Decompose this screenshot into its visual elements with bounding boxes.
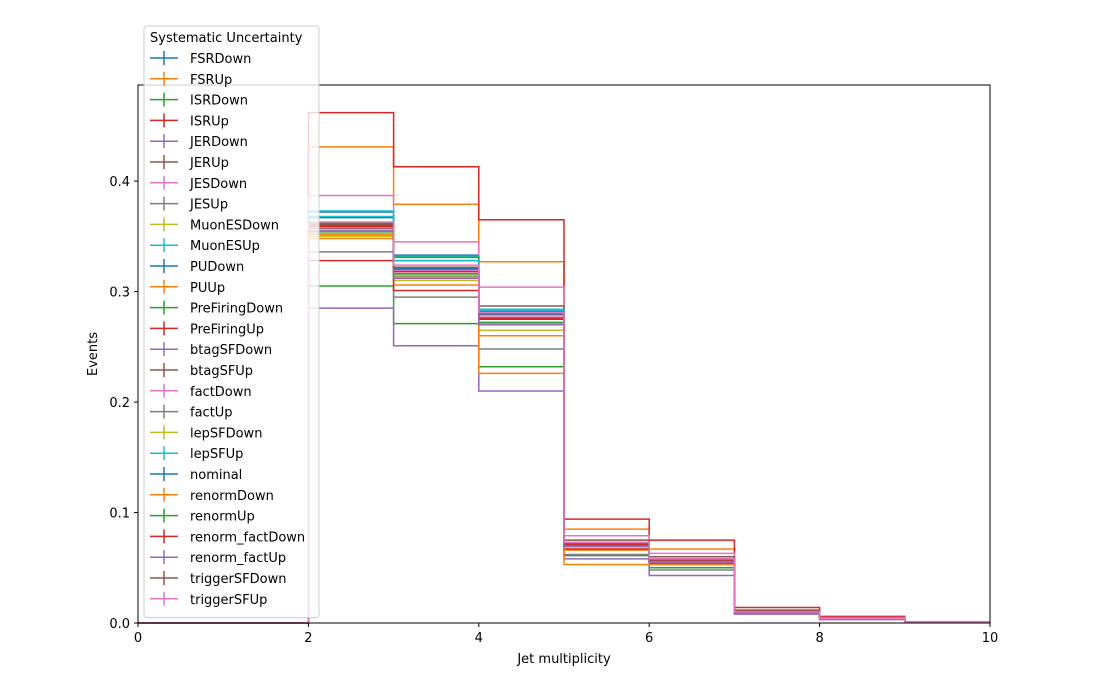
legend-item-JERDown: JERDown bbox=[150, 134, 248, 150]
x-axis-ticks: 0 2 4 6 8 10 bbox=[134, 623, 998, 646]
legend-items: FSRDown FSRUp ISRDown ISRUp JERDown JERUp JESD… bbox=[150, 51, 305, 608]
x-axis-label: Jet multiplicity bbox=[516, 652, 611, 667]
legend-label: renorm_factUp bbox=[190, 551, 286, 566]
legend-item-PUDown: PUDown bbox=[150, 259, 244, 275]
legend-label: MuonESDown bbox=[190, 218, 279, 233]
x-tick-label: 2 bbox=[304, 631, 312, 646]
legend-item-factDown: factDown bbox=[150, 383, 252, 400]
legend-label: renormUp bbox=[190, 510, 255, 525]
legend-item-triggerSFUp: triggerSFUp bbox=[150, 591, 267, 608]
y-tick-label: 0.2 bbox=[109, 396, 130, 411]
legend-item-ISRUp: ISRUp bbox=[150, 113, 229, 129]
legend-label: triggerSFUp bbox=[190, 593, 267, 608]
legend-item-PUUp: PUUp bbox=[150, 279, 225, 296]
x-tick-label: 8 bbox=[815, 631, 823, 646]
legend-label: btagSFDown bbox=[190, 343, 272, 358]
legend-item-lepSFDown: lepSFDown bbox=[150, 425, 262, 441]
legend-label: JERUp bbox=[189, 156, 229, 171]
legend-label: PreFiringDown bbox=[190, 302, 283, 317]
legend-label: factUp bbox=[190, 406, 233, 421]
axes-frame bbox=[137, 84, 991, 624]
y-tick-label: 0.4 bbox=[109, 175, 130, 190]
legend-label: factDown bbox=[190, 385, 252, 400]
legend-item-renorm_factUp: renorm_factUp bbox=[150, 550, 286, 566]
legend-item-PreFiringUp: PreFiringUp bbox=[150, 321, 264, 337]
legend-label: JESUp bbox=[189, 198, 228, 213]
legend-label: lepSFUp bbox=[190, 447, 243, 462]
legend-label: PreFiringUp bbox=[190, 322, 264, 337]
legend-item-JERUp: JERUp bbox=[150, 155, 229, 171]
legend-label: PUDown bbox=[190, 260, 244, 275]
legend-label: renormDown bbox=[190, 489, 274, 504]
y-tick-label: 0.3 bbox=[109, 286, 130, 301]
legend-label: FSRDown bbox=[190, 52, 251, 67]
legend-item-PreFiringDown: PreFiringDown bbox=[150, 300, 283, 317]
legend-item-ISRDown: ISRDown bbox=[150, 92, 248, 109]
legend-label: ISRDown bbox=[190, 94, 248, 109]
x-tick-label: 6 bbox=[645, 631, 653, 646]
legend-item-renorm_factDown: renorm_factDown bbox=[150, 529, 305, 545]
legend-item-btagSFDown: btagSFDown bbox=[150, 342, 272, 358]
legend-label: JESDown bbox=[189, 177, 247, 192]
legend-label: lepSFDown bbox=[190, 426, 262, 441]
legend-item-JESUp: JESUp bbox=[150, 196, 228, 213]
legend-item-nominal: nominal bbox=[150, 467, 242, 483]
x-tick-label: 10 bbox=[982, 631, 999, 646]
y-axis-ticks: 0.0 0.1 0.2 0.3 0.4 bbox=[109, 175, 138, 632]
legend-item-lepSFUp: lepSFUp bbox=[150, 446, 243, 462]
legend-item-MuonESUp: MuonESUp bbox=[150, 238, 260, 254]
legend-label: MuonESUp bbox=[190, 239, 260, 254]
legend-box bbox=[143, 25, 320, 619]
legend-item-renormUp: renormUp bbox=[150, 508, 255, 525]
legend: Systematic Uncertainty FSRDown FSRUp ISRDo… bbox=[143, 25, 320, 619]
legend-label: JERDown bbox=[189, 135, 248, 150]
y-tick-label: 0.0 bbox=[109, 617, 130, 632]
legend-item-renormDown: renormDown bbox=[150, 487, 274, 504]
legend-item-triggerSFDown: triggerSFDown bbox=[150, 571, 286, 587]
x-tick-label: 0 bbox=[134, 631, 142, 646]
legend-item-btagSFUp: btagSFUp bbox=[150, 363, 253, 379]
legend-label: btagSFUp bbox=[190, 364, 253, 379]
legend-label: ISRUp bbox=[190, 114, 229, 129]
legend-title: Systematic Uncertainty bbox=[150, 31, 303, 46]
legend-item-JESDown: JESDown bbox=[150, 175, 247, 192]
legend-item-FSRUp: FSRUp bbox=[150, 71, 232, 88]
legend-label: triggerSFDown bbox=[190, 572, 286, 587]
legend-label: PUUp bbox=[190, 281, 225, 296]
legend-label: renorm_factDown bbox=[190, 530, 305, 545]
legend-item-factUp: factUp bbox=[150, 404, 233, 421]
legend-label: nominal bbox=[190, 468, 242, 483]
legend-label: FSRUp bbox=[190, 73, 232, 88]
legend-item-FSRDown: FSRDown bbox=[150, 51, 251, 67]
legend-item-MuonESDown: MuonESDown bbox=[150, 217, 279, 233]
y-tick-label: 0.1 bbox=[109, 507, 130, 522]
y-axis-label: Events bbox=[86, 332, 101, 376]
x-tick-label: 4 bbox=[475, 631, 483, 646]
